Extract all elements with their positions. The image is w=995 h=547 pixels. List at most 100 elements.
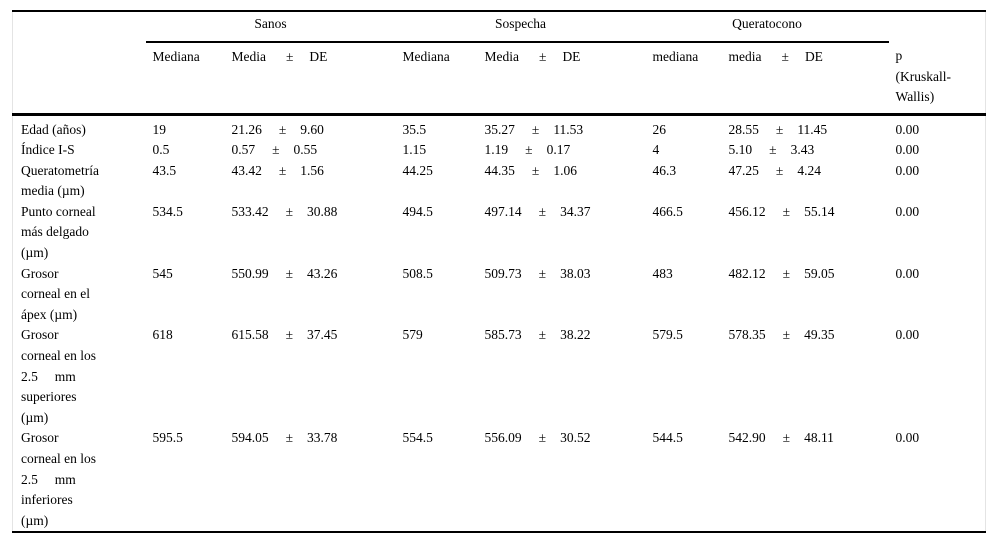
media-de-value: 550.99 ±43.26 [226,264,396,326]
table-row: Grosor corneal en los 2.5 mm superiores (µm)… [13,325,986,428]
column-header-media-de-sanos: Media ± DE [225,42,396,116]
row-label: Índice I-S [13,140,146,161]
row-label-line: 2.5 mm [21,471,76,487]
row-label-line: Grosor [21,327,59,343]
mediana-value: 19 [152,121,167,137]
plus-minus-sign: ± [538,265,547,281]
mediana-value: 26 [652,121,667,137]
row-label-line: corneal en los [21,451,96,466]
mediana-value: 534.5 [152,203,183,219]
media-de-value: 35.27 ±11.53 [479,114,646,140]
row-label-line: corneal en los [21,348,96,364]
de-value: 37.45 [307,327,338,343]
mediana-value: 545 [152,265,173,281]
de-value: 49.35 [804,327,835,343]
row-label-line: Índice I-S [21,142,75,158]
p-value: 0.00 [895,327,920,343]
plus-minus-sign: ± [285,327,294,343]
row-label: Punto corneal más delgado (µm) [13,202,146,264]
media-value: 509.73 [484,265,522,281]
media-de-value: 533.42 ±30.88 [226,202,396,264]
de-value: 9.60 [300,121,324,137]
media-de-value: 542.90 ±48.11 [723,428,889,532]
de-value: 59.05 [804,265,835,281]
media-value: 497.14 [484,203,522,219]
media-label: media [728,49,762,64]
plus-minus-sign: ± [782,327,791,343]
media-value: 550.99 [231,265,269,281]
row-label-line: inferiores [21,492,73,508]
label-column-header [12,42,146,116]
plus-minus-sign: ± [538,327,547,343]
table-body: Edad (años) 19 21.26 ±9.60 35.5 35.27 ±11.53 26… [13,114,986,532]
plus-minus-sign: ± [538,430,547,446]
plus-minus-sign: ± [769,142,777,158]
p-value: 0.00 [895,121,920,137]
media-value: 542.90 [728,430,766,446]
plus-minus-sign: ± [525,142,533,158]
mediana-value: 35.5 [402,121,427,137]
table-row: Grosor corneal en los 2.5 mm inferiores (µm)… [13,428,986,532]
row-label-line: corneal en el [21,286,90,302]
media-value: 44.35 [484,162,515,178]
media-value: 1.19 [484,142,509,158]
media-de-value: 482.12 ±59.05 [723,264,889,326]
mediana-value: 595.5 [152,430,183,446]
column-header-media-de-sospecha: Media ± DE [478,42,646,116]
de-value: 11.53 [553,121,584,137]
de-label: DE [309,49,328,64]
de-label: DE [804,49,823,64]
row-label-line: (µm) [21,512,49,528]
media-de-value: 556.09 ±30.52 [479,428,646,532]
row-label-line: media (µm) [21,183,85,199]
media-de-value: 5.10 ±3.43 [723,140,889,161]
de-value: 38.22 [560,327,591,343]
media-de-value: 585.73 ±38.22 [479,325,646,428]
media-value: 585.73 [484,327,522,343]
row-label-line: (µm) [21,245,49,261]
row-label-line: superiores [21,389,77,405]
media-de-value: 578.35 ±49.35 [723,325,889,428]
media-value: 615.58 [231,327,269,343]
plus-minus-sign: ± [539,49,547,64]
column-header-media-de-queratocono: media ± DE [722,42,889,116]
p-header-line: p [895,48,903,63]
plus-minus-sign: ± [285,265,294,281]
media-value: 482.12 [728,265,766,281]
table-row: Queratometría media (µm) 43.5 43.42 ±1.56 44.… [13,161,986,202]
media-de-value: 47.25 ±4.24 [723,161,889,202]
plus-minus-sign: ± [781,49,789,64]
group-header-sospecha: Sospecha [395,11,646,43]
label-column-spacer [13,11,146,42]
column-header-mediana-sanos: Mediana [145,42,226,116]
column-header-mediana-queratocono: mediana [645,42,723,116]
plus-minus-sign: ± [272,142,280,158]
mediana-value: 44.25 [402,162,433,178]
row-label-line: ápex (µm) [21,306,78,322]
mediana-value: 483 [652,265,673,281]
mediana-value: 579.5 [652,327,683,343]
mediana-value: 43.5 [152,162,177,178]
de-value: 1.06 [553,162,577,178]
media-value: 28.55 [728,121,759,137]
media-label: Media [484,49,520,64]
plus-minus-sign: ± [278,162,287,178]
plus-minus-sign: ± [278,121,287,137]
media-value: 47.25 [728,162,759,178]
media-value: 578.35 [728,327,766,343]
row-label-line: Grosor [21,430,59,446]
de-value: 48.11 [804,430,834,446]
de-value: 0.55 [293,142,318,158]
plus-minus-sign: ± [531,121,540,137]
plus-minus-sign: ± [285,203,294,219]
row-label: Grosor corneal en los 2.5 mm inferiores (µm) [13,428,146,532]
de-value: 4.24 [797,162,821,178]
statistics-table: Sanos Sospecha Queratocono Mediana Media… [12,10,987,534]
p-value: 0.00 [895,142,920,158]
de-value: 38.03 [560,265,591,281]
media-label: Media [231,49,267,64]
row-label-line: 2.5 mm [21,368,76,384]
de-value: 1.56 [300,162,324,178]
media-value: 5.10 [728,142,753,158]
